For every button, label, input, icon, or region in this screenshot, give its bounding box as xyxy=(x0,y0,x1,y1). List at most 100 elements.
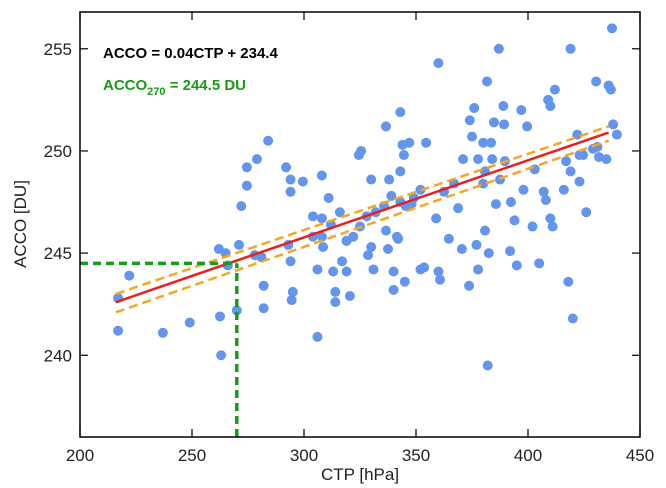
point xyxy=(611,129,622,140)
point xyxy=(323,192,334,203)
point xyxy=(516,105,527,116)
x-tick-label: 200 xyxy=(66,446,94,465)
point xyxy=(388,284,399,295)
point xyxy=(241,180,252,191)
point xyxy=(348,231,359,242)
point xyxy=(236,201,247,212)
point xyxy=(215,311,225,322)
point xyxy=(344,291,355,302)
point xyxy=(285,174,296,185)
point xyxy=(356,145,367,156)
point xyxy=(434,274,445,285)
point xyxy=(124,270,135,281)
confidence-band xyxy=(115,139,610,314)
confidence-band xyxy=(115,125,610,296)
point xyxy=(216,350,227,361)
point xyxy=(505,197,516,208)
point xyxy=(184,317,195,328)
annotation-part: 270 xyxy=(147,86,165,98)
point xyxy=(330,297,341,308)
point xyxy=(241,162,252,173)
point xyxy=(490,199,501,210)
point xyxy=(263,135,274,146)
point xyxy=(563,276,574,287)
point xyxy=(341,266,352,277)
point xyxy=(565,43,576,54)
annotation-part: = 244.5 DU xyxy=(166,77,246,94)
point xyxy=(286,295,297,306)
point xyxy=(574,176,585,187)
point xyxy=(538,186,549,197)
point xyxy=(234,239,245,250)
point xyxy=(458,154,469,165)
point xyxy=(479,225,490,236)
point xyxy=(499,119,510,130)
point xyxy=(493,43,504,54)
point xyxy=(318,241,329,252)
point xyxy=(366,174,377,185)
point xyxy=(443,233,454,244)
point xyxy=(337,256,348,267)
point xyxy=(601,154,612,165)
point xyxy=(388,266,399,277)
annotation: ACCO = 0.04CTP + 234.4 xyxy=(103,45,278,62)
point xyxy=(287,286,298,297)
point xyxy=(471,239,482,250)
point xyxy=(312,264,323,275)
point xyxy=(399,276,410,287)
point xyxy=(363,250,374,261)
plot-frame xyxy=(79,11,641,438)
point xyxy=(113,325,124,336)
point xyxy=(281,162,292,173)
x-tick-label: 400 xyxy=(514,446,542,465)
point xyxy=(549,84,560,95)
point xyxy=(581,207,592,218)
point xyxy=(285,186,296,197)
point xyxy=(527,221,538,232)
point xyxy=(511,260,522,271)
point xyxy=(366,241,377,252)
point xyxy=(482,76,493,87)
point xyxy=(316,213,327,224)
fit-line xyxy=(115,131,610,304)
y-tick-label: 250 xyxy=(44,142,72,161)
point xyxy=(380,121,391,132)
point xyxy=(431,213,442,224)
point xyxy=(334,207,345,218)
point xyxy=(561,156,572,167)
x-tick-label: 250 xyxy=(178,446,206,465)
point xyxy=(415,184,426,195)
point xyxy=(316,231,327,242)
y-tick-label: 255 xyxy=(44,40,72,59)
point xyxy=(258,280,269,291)
point xyxy=(487,154,498,165)
point xyxy=(297,176,308,187)
point xyxy=(607,23,617,34)
x-tick-label: 450 xyxy=(626,446,654,465)
point xyxy=(433,266,444,277)
point xyxy=(316,170,327,181)
point xyxy=(482,360,493,371)
point xyxy=(464,115,475,126)
point xyxy=(395,166,406,177)
point xyxy=(285,256,296,267)
point xyxy=(467,131,477,142)
point xyxy=(540,194,551,205)
point xyxy=(605,84,616,95)
point xyxy=(469,103,480,114)
point xyxy=(453,203,464,214)
point xyxy=(231,305,242,316)
point xyxy=(545,213,556,224)
point xyxy=(421,137,432,148)
point xyxy=(486,137,497,148)
point xyxy=(380,225,391,236)
annotation-part: ACCO xyxy=(103,77,147,94)
point xyxy=(518,184,529,195)
point xyxy=(404,137,415,148)
point xyxy=(565,166,576,177)
x-tick-label: 350 xyxy=(402,446,430,465)
point xyxy=(419,262,430,273)
point xyxy=(608,119,619,130)
point xyxy=(529,164,540,175)
